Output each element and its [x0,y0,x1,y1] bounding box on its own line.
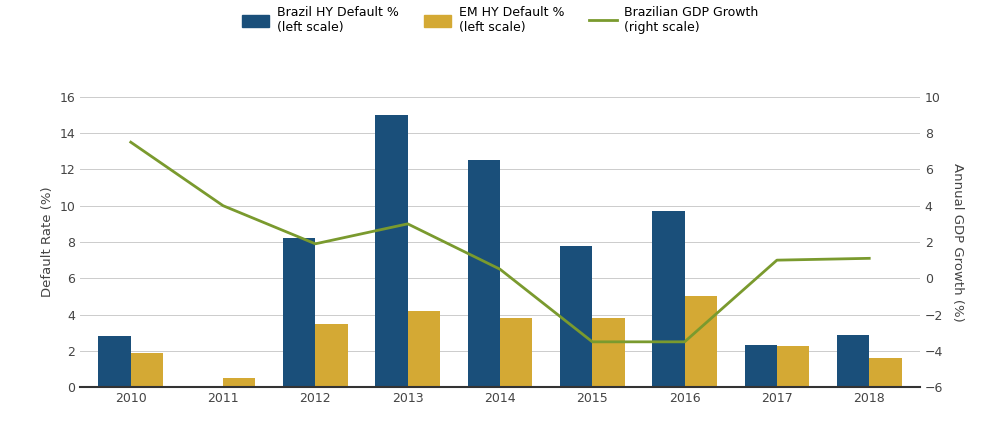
Y-axis label: Annual GDP Growth (%): Annual GDP Growth (%) [951,163,964,321]
Bar [777,346,809,387]
Bar [375,115,408,387]
Bar [500,318,532,387]
Bar [745,345,777,387]
Bar [315,324,348,387]
Bar [652,211,685,387]
Bar [98,336,131,387]
Bar [837,334,869,387]
Y-axis label: Default Rate (%): Default Rate (%) [41,187,54,297]
Bar [560,246,592,387]
Bar [283,238,315,387]
Bar [408,311,440,387]
Bar [685,297,717,387]
Bar [223,378,255,387]
Legend: Brazil HY Default %
(left scale), EM HY Default %
(left scale), Brazilian GDP Gr: Brazil HY Default % (left scale), EM HY … [242,6,758,34]
Bar [869,358,902,387]
Bar [592,318,625,387]
Bar [131,353,163,387]
Bar [468,160,500,387]
